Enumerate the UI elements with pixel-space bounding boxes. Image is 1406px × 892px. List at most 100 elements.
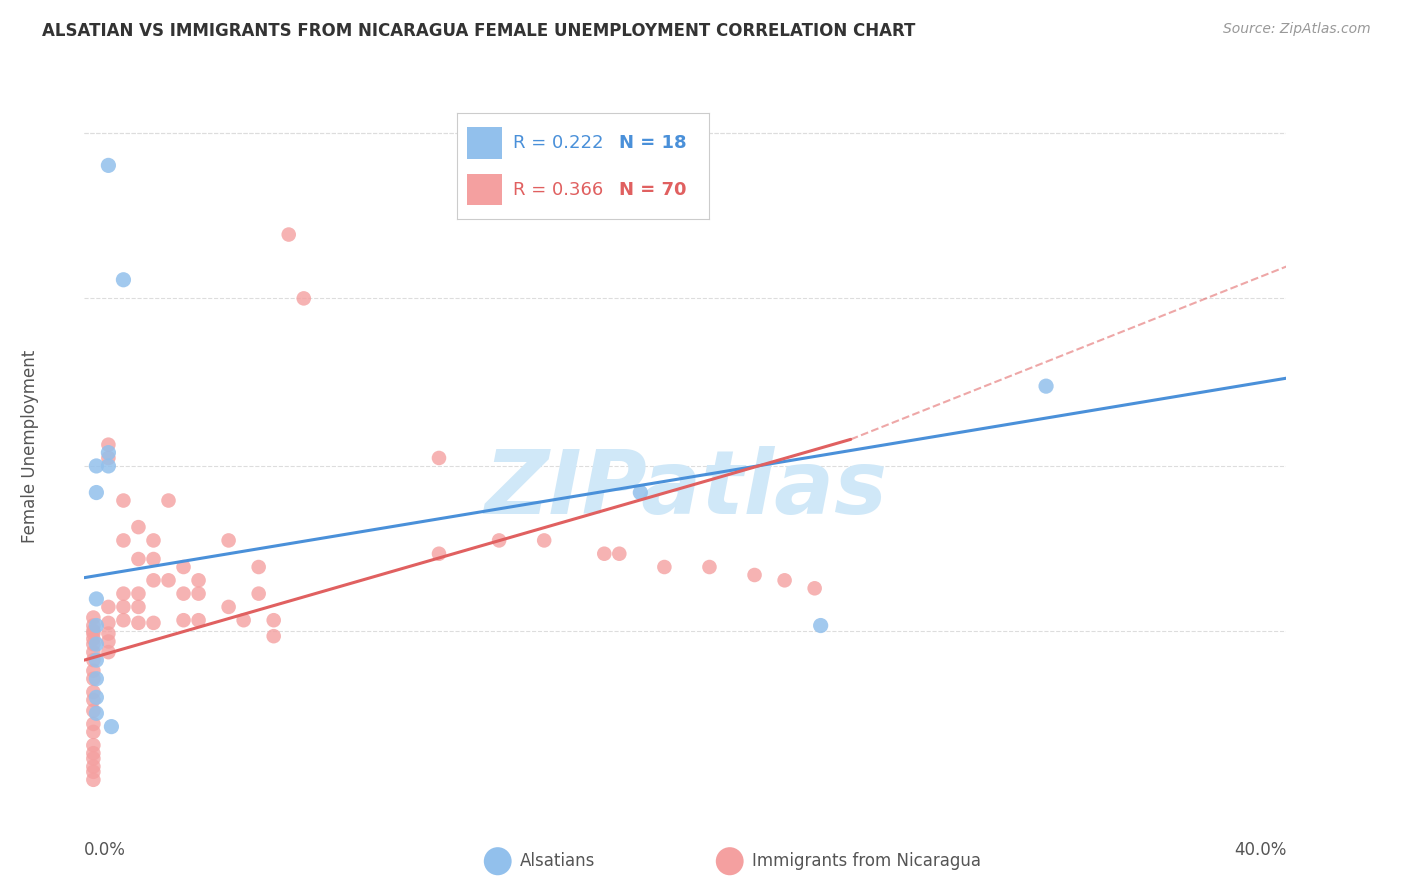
Point: [187, 586, 209, 600]
Text: ZIPatlas: ZIPatlas: [484, 446, 887, 533]
Point: [427, 547, 450, 561]
Point: [82, 693, 104, 707]
Point: [112, 586, 135, 600]
Point: [127, 586, 149, 600]
Point: [142, 533, 165, 548]
Point: [127, 552, 149, 566]
Point: [86, 485, 108, 500]
Point: [263, 613, 285, 627]
Text: Immigrants from Nicaragua: Immigrants from Nicaragua: [752, 852, 981, 870]
Point: [593, 547, 616, 561]
Point: [277, 227, 299, 242]
Text: R = 0.222: R = 0.222: [513, 134, 603, 152]
Point: [82, 751, 104, 765]
Point: [97, 158, 120, 172]
Point: [187, 613, 209, 627]
Text: R = 0.366: R = 0.366: [513, 180, 603, 199]
Point: [82, 664, 104, 678]
Point: [97, 626, 120, 640]
Text: N = 18: N = 18: [619, 134, 686, 152]
Point: [86, 690, 108, 705]
Point: [218, 533, 240, 548]
Point: [82, 772, 104, 787]
Point: [82, 717, 104, 731]
Point: [82, 738, 104, 752]
Point: [187, 574, 209, 588]
Point: [127, 599, 149, 614]
Point: [82, 746, 104, 760]
Point: [86, 591, 108, 606]
Point: [628, 485, 651, 500]
Point: [1035, 379, 1057, 393]
Bar: [467, 174, 502, 205]
Point: [173, 613, 195, 627]
Point: [142, 574, 165, 588]
Point: [157, 574, 180, 588]
Point: [112, 599, 135, 614]
Point: [86, 653, 108, 667]
Point: [86, 458, 108, 473]
Point: [97, 599, 120, 614]
Point: [82, 725, 104, 739]
Point: [127, 615, 149, 630]
Point: [86, 672, 108, 686]
Point: [803, 582, 825, 596]
Point: [97, 450, 120, 465]
Point: [112, 613, 135, 627]
Point: [157, 493, 180, 508]
Point: [82, 618, 104, 632]
Point: [86, 637, 108, 651]
Point: [97, 445, 120, 459]
Text: Female Unemployment: Female Unemployment: [21, 350, 39, 542]
Point: [173, 560, 195, 574]
Point: [97, 645, 120, 659]
Point: [607, 547, 630, 561]
Point: [127, 520, 149, 534]
Point: [654, 560, 676, 574]
Point: [232, 613, 254, 627]
Point: [292, 292, 315, 306]
Point: [744, 568, 766, 582]
Point: [142, 552, 165, 566]
Text: Source: ZipAtlas.com: Source: ZipAtlas.com: [1223, 22, 1371, 37]
Point: [82, 704, 104, 718]
Point: [97, 458, 120, 473]
Text: Alsatians: Alsatians: [520, 852, 596, 870]
Point: [86, 706, 108, 721]
Point: [82, 626, 104, 640]
Point: [82, 632, 104, 646]
Text: N = 70: N = 70: [619, 180, 686, 199]
Circle shape: [716, 847, 744, 875]
Point: [810, 618, 832, 632]
Point: [100, 720, 122, 734]
Point: [247, 586, 270, 600]
Circle shape: [484, 847, 512, 875]
Point: [427, 450, 450, 465]
Point: [82, 645, 104, 659]
Point: [112, 533, 135, 548]
Point: [173, 586, 195, 600]
Point: [533, 533, 555, 548]
Point: [82, 672, 104, 686]
Point: [112, 273, 135, 287]
Point: [86, 618, 108, 632]
Text: ALSATIAN VS IMMIGRANTS FROM NICARAGUA FEMALE UNEMPLOYMENT CORRELATION CHART: ALSATIAN VS IMMIGRANTS FROM NICARAGUA FE…: [42, 22, 915, 40]
Point: [82, 637, 104, 651]
Point: [97, 615, 120, 630]
Point: [97, 438, 120, 452]
Point: [82, 685, 104, 699]
Text: 40.0%: 40.0%: [1234, 841, 1286, 859]
Point: [263, 629, 285, 643]
Point: [773, 574, 796, 588]
Point: [82, 764, 104, 779]
Point: [97, 634, 120, 648]
Text: 0.0%: 0.0%: [84, 841, 127, 859]
Point: [82, 653, 104, 667]
Point: [82, 610, 104, 624]
Point: [247, 560, 270, 574]
Bar: [467, 127, 502, 159]
Point: [488, 533, 510, 548]
Point: [699, 560, 721, 574]
Point: [82, 624, 104, 638]
Point: [82, 759, 104, 773]
